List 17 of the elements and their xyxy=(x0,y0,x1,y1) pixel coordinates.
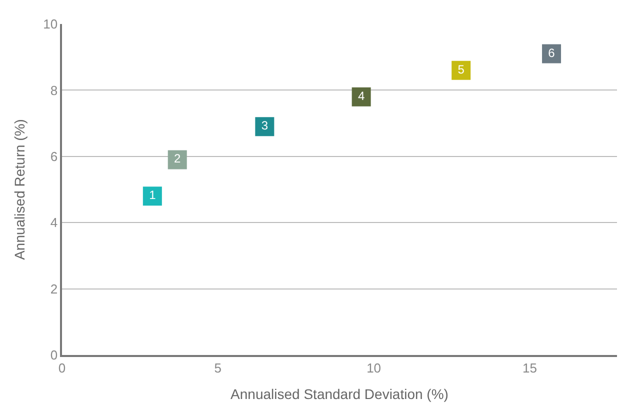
series-label: 3 xyxy=(261,118,268,133)
series-label: 4 xyxy=(358,88,365,103)
series-label: 6 xyxy=(548,46,556,60)
y-tick-label: 4 xyxy=(50,215,58,230)
y-tick-label: 8 xyxy=(50,82,58,98)
y-tick-label: 6 xyxy=(50,148,58,164)
y-tick-label: 10 xyxy=(43,16,58,32)
y-tick-label: 0 xyxy=(50,348,58,363)
x-axis-title: Annualised Standard Deviation (%) xyxy=(230,386,448,402)
x-tick-label: 10 xyxy=(366,360,382,376)
series-label: 5 xyxy=(458,62,465,76)
x-tick-label: 15 xyxy=(522,360,537,376)
x-tick-label: 5 xyxy=(214,360,222,376)
series-label: 1 xyxy=(149,188,156,202)
series-label: 2 xyxy=(174,152,182,166)
y-tick-label: 2 xyxy=(50,281,58,296)
y-axis-title: Annualised Return (%) xyxy=(11,119,28,260)
